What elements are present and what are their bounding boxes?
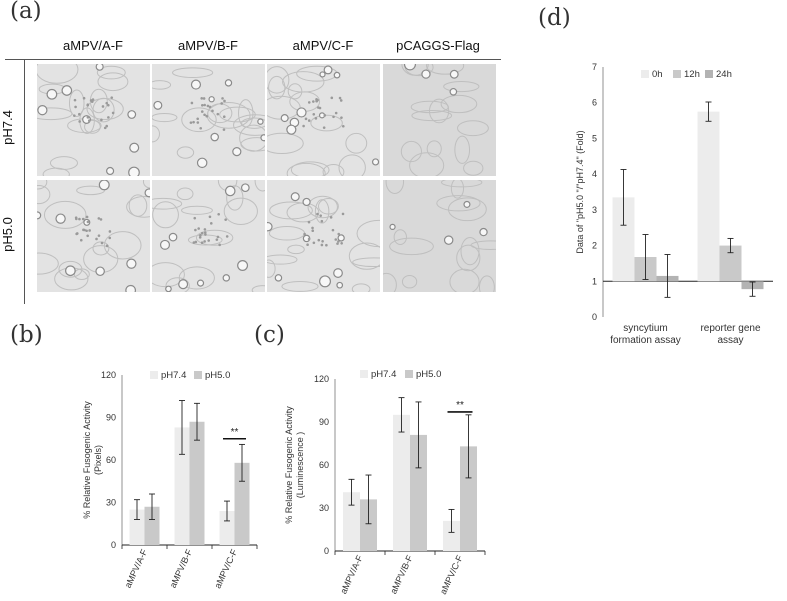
legend-swatch-pH5.0	[405, 370, 413, 378]
legend-swatch-pH5.0	[194, 371, 202, 379]
y-tick-label-4: 120	[101, 370, 116, 380]
bar-pH7.4-2	[443, 520, 460, 551]
y-tick-label-7: 7	[592, 62, 597, 72]
micrograph-pH7.4-aMPV/B-F	[152, 64, 265, 176]
y-axis-label: % Relative Fusogenic Activity(Pixels)	[82, 401, 103, 519]
y-axis-label-line: (Luminescence )	[295, 432, 305, 499]
legend-label-pH7.4: pH7.4	[161, 370, 186, 381]
x-tick-label-line: formation assay	[610, 335, 681, 346]
column-header-c-f: aMPV/C-F	[292, 38, 354, 53]
legend-swatch-pH7.4	[360, 370, 368, 378]
y-tick-label-2: 2	[592, 241, 597, 251]
x-tick-label-0: aMPV/A-F	[123, 547, 150, 589]
chart-c: 0 30 60 90 120 % Relative Fusogenic Activity(…	[284, 369, 486, 596]
legend-swatch-24h	[705, 70, 713, 78]
legend-swatch-0h	[641, 70, 649, 78]
x-tick-label-line: reporter gene	[700, 323, 760, 334]
bar-pH5.0-1	[410, 434, 427, 551]
x-tick-label-1: aMPV/B-F	[388, 553, 415, 595]
y-tick-label-6: 6	[592, 98, 597, 108]
micrograph-pH5.0-aMPV/A-F	[37, 180, 150, 292]
legend-label-pH7.4: pH7.4	[371, 369, 396, 380]
bar-pH5.0-2	[460, 446, 477, 551]
x-tick-label-2: aMPV/C-F	[438, 553, 465, 596]
legend-label-0h: 0h	[652, 69, 663, 80]
micrograph-pH5.0-pCAGGS-Flag	[383, 180, 496, 292]
chart-d: 0 1 2 3 4 5 6 7 Data of "pH5.0 "/"pH7.4" (Fold) s…	[575, 62, 773, 346]
significance-stars: **	[231, 427, 239, 438]
bar-pH5.0-0	[360, 499, 377, 551]
bar-0h-0	[612, 197, 635, 282]
y-tick-label-0: 0	[324, 546, 329, 556]
y-tick-label-1: 30	[106, 498, 116, 508]
micrograph-pH7.4-pCAGGS-Flag	[383, 64, 496, 176]
x-tick-label-line: assay	[717, 335, 743, 346]
y-tick-label-3: 90	[106, 413, 116, 423]
y-tick-label-2: 60	[106, 455, 116, 465]
y-tick-label-2: 60	[319, 460, 329, 470]
y-tick-label-0: 0	[111, 540, 116, 550]
x-tick-label-1: aMPV/B-F	[168, 547, 195, 589]
y-tick-label-3: 3	[592, 205, 597, 215]
y-tick-label-1: 30	[319, 503, 329, 513]
bar-pH5.0-1	[189, 421, 205, 545]
x-tick-label-2: aMPV/C-F	[212, 547, 239, 590]
row-header-ph74: pH7.4	[0, 110, 15, 145]
x-tick-label-0: syncytium formation assay	[610, 323, 681, 346]
column-header-pcaggs: pCAGGS-Flag	[396, 38, 480, 53]
row-header-ph50: pH5.0	[0, 217, 15, 252]
bar-pH7.4-0	[343, 492, 360, 551]
x-tick-label-1: reporter gene assay	[700, 323, 760, 346]
x-tick-label-0: aMPV/A-F	[338, 553, 365, 595]
legend-swatch-pH7.4	[150, 371, 158, 379]
legend-swatch-12h	[673, 70, 681, 78]
column-header-a-f: aMPV/A-F	[63, 38, 123, 53]
y-tick-label-4: 120	[314, 374, 329, 384]
bar-pH7.4-1	[174, 427, 190, 545]
legend-label-24h: 24h	[716, 69, 732, 80]
y-tick-label-1: 1	[592, 276, 597, 286]
legend-label-12h: 12h	[684, 69, 700, 80]
panel-a-label: (a)	[10, 0, 42, 24]
y-tick-label-5: 5	[592, 133, 597, 143]
bar-12h-1	[719, 245, 742, 282]
y-axis-label-line: (Pixels)	[93, 445, 103, 475]
y-axis-label: % Relative Fusogenic Activity(Luminescen…	[284, 406, 305, 524]
column-header-b-f: aMPV/B-F	[178, 38, 238, 53]
micrograph-pH5.0-aMPV/B-F	[152, 180, 265, 292]
micrograph-pH7.4-aMPV/C-F	[267, 64, 380, 176]
panel-d-label: (d)	[538, 5, 571, 31]
legend-label-pH5.0: pH5.0	[416, 369, 441, 380]
micrograph-pH7.4-aMPV/A-F	[37, 64, 150, 176]
row-divider	[24, 59, 25, 304]
significance-stars: **	[456, 400, 464, 411]
x-tick-label-line: syncytium	[623, 323, 667, 334]
y-axis-label-line: Data of "pH5.0 "/"pH7.4" (Fold)	[575, 130, 585, 253]
y-axis-label-line: % Relative Fusogenic Activity	[82, 401, 92, 519]
y-axis-label: Data of "pH5.0 "/"pH7.4" (Fold)	[575, 130, 585, 253]
bar-pH5.0-2	[234, 462, 250, 545]
y-tick-label-4: 4	[592, 169, 597, 179]
micrograph-pH5.0-aMPV/C-F	[267, 180, 380, 292]
legend-label-pH5.0: pH5.0	[205, 370, 230, 381]
bar-0h-1	[697, 111, 720, 282]
header-divider	[5, 59, 501, 60]
panel-c-label: (c)	[254, 322, 285, 348]
bar-pH5.0-0	[144, 506, 160, 545]
panel-b-label: (b)	[10, 322, 43, 348]
bar-pH7.4-2	[219, 511, 235, 545]
bar-pH7.4-0	[129, 509, 145, 545]
bar-pH7.4-1	[393, 414, 410, 551]
chart-b: 0 30 60 90 120 % Relative Fusogenic Activity(…	[82, 370, 258, 590]
y-axis-label-line: % Relative Fusogenic Activity	[284, 406, 294, 524]
y-tick-label-0: 0	[592, 312, 597, 322]
y-tick-label-3: 90	[319, 417, 329, 427]
